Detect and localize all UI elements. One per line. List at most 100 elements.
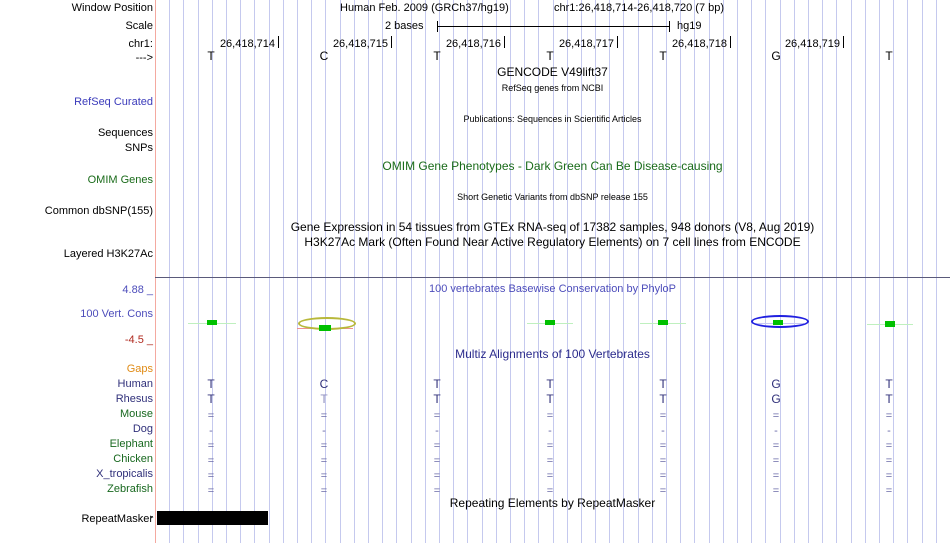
track-title-publications[interactable]: Publications: Sequences in Scientific Ar… xyxy=(463,114,642,124)
label-species-chicken[interactable]: Chicken xyxy=(113,453,153,465)
ruler-tick xyxy=(617,36,618,48)
label-species-elephant[interactable]: Elephant xyxy=(109,438,153,450)
track-title-gtex[interactable]: Gene Expression in 54 tissues from GTEx … xyxy=(290,220,815,234)
track-title-phylop[interactable]: 100 vertebrates Basewise Conservation by… xyxy=(428,283,677,295)
label-cons-min: -4.5 _ xyxy=(124,334,153,346)
conservation-bar[interactable] xyxy=(207,320,217,325)
repeatmasker-strand-arrow-icon: ▸ xyxy=(150,514,154,521)
alignment-base-rhesus: T xyxy=(207,392,215,406)
ruler-coordinate-label: 26,418,718 xyxy=(671,38,727,50)
alignment-gap-mark: - xyxy=(661,425,665,437)
alignment-gap-mark: = xyxy=(659,470,667,482)
alignment-base-rhesus: G xyxy=(771,392,781,406)
alignment-gap-mark: = xyxy=(659,440,667,452)
alignment-gap-mark: = xyxy=(546,410,554,422)
alignment-gap-mark: = xyxy=(659,410,667,422)
reference-base: T xyxy=(433,49,441,63)
alignment-gap-mark: = xyxy=(546,440,554,452)
window-left-edge-marker xyxy=(155,0,156,543)
alignment-gap-mark: = xyxy=(207,470,215,482)
alignment-base-rhesus: T xyxy=(546,392,554,406)
label-refseq-curated[interactable]: RefSeq Curated xyxy=(74,96,153,108)
alignment-gap-mark: - xyxy=(209,425,213,437)
alignment-gap-mark: = xyxy=(207,410,215,422)
conservation-bar[interactable] xyxy=(658,320,668,325)
alignment-gap-mark: = xyxy=(885,470,893,482)
alignment-base-human: T xyxy=(546,377,554,391)
alignment-gap-mark: = xyxy=(659,455,667,467)
alignment-base-rhesus: T xyxy=(433,392,441,406)
alignment-gap-mark: = xyxy=(659,485,667,497)
assembly-title: Human Feb. 2009 (GRCh37/hg19) xyxy=(340,2,509,14)
label-species-x-tropicalis[interactable]: X_tropicalis xyxy=(96,468,153,480)
track-title-h3k27ac[interactable]: H3K27Ac Mark (Often Found Near Active Re… xyxy=(304,235,801,249)
track-title-dbsnp[interactable]: Short Genetic Variants from dbSNP releas… xyxy=(457,192,648,202)
track-title-omim[interactable]: OMIM Gene Phenotypes - Dark Green Can Be… xyxy=(382,159,723,173)
conservation-bar[interactable] xyxy=(319,325,331,331)
alignment-gap-mark: = xyxy=(885,455,893,467)
label-common-dbsnp[interactable]: Common dbSNP(155) xyxy=(44,205,153,217)
alignment-gap-mark: = xyxy=(772,455,780,467)
label-species-gaps[interactable]: Gaps xyxy=(126,363,153,375)
ruler-coordinate-label: 26,418,717 xyxy=(558,38,614,50)
alignment-gap-mark: = xyxy=(772,485,780,497)
label-species-mouse[interactable]: Mouse xyxy=(119,408,153,420)
label-strand-arrow: ---> xyxy=(135,52,153,64)
label-omim-genes[interactable]: OMIM Genes xyxy=(87,174,153,186)
alignment-gap-mark: = xyxy=(885,440,893,452)
ruler-coordinate-label: 26,418,719 xyxy=(784,38,840,50)
reference-base: T xyxy=(207,49,215,63)
conservation-track-top-border xyxy=(155,277,950,278)
label-sequences[interactable]: Sequences xyxy=(97,127,153,139)
label-species-dog[interactable]: Dog xyxy=(132,423,153,435)
alignment-base-human: T xyxy=(659,377,667,391)
conservation-highlight-ellipse xyxy=(751,315,809,328)
alignment-base-human: T xyxy=(207,377,215,391)
alignment-base-human: C xyxy=(319,377,329,391)
alignment-gap-mark: = xyxy=(320,440,328,452)
label-layered-h3k27ac[interactable]: Layered H3K27Ac xyxy=(63,248,153,260)
label-window-position[interactable]: Window Position xyxy=(71,2,153,14)
label-species-rhesus[interactable]: Rhesus xyxy=(115,393,153,405)
label-scale[interactable]: Scale xyxy=(125,20,153,32)
alignment-gap-mark: = xyxy=(433,455,441,467)
alignment-base-rhesus: T xyxy=(659,392,667,406)
reference-base: T xyxy=(546,49,554,63)
conservation-bar[interactable] xyxy=(545,320,555,325)
alignment-gap-mark: = xyxy=(433,470,441,482)
scale-bar-left-cap xyxy=(437,21,438,32)
reference-base: C xyxy=(319,49,329,63)
track-title-refseq-ncbi[interactable]: RefSeq genes from NCBI xyxy=(501,83,604,93)
alignment-gap-mark: = xyxy=(320,410,328,422)
alignment-gap-mark: = xyxy=(207,440,215,452)
conservation-bar[interactable] xyxy=(885,321,895,327)
alignment-gap-mark: = xyxy=(433,485,441,497)
track-title-repeatmasker[interactable]: Repeating Elements by RepeatMasker xyxy=(449,496,656,510)
alignment-gap-mark: - xyxy=(322,425,326,437)
track-title-gencode[interactable]: GENCODE V49lift37 xyxy=(497,65,608,79)
label-snps[interactable]: SNPs xyxy=(124,142,153,154)
track-label-column: Window Position Scale chr1: ---> RefSeq … xyxy=(0,0,155,543)
alignment-gap-mark: = xyxy=(546,470,554,482)
alignment-gap-mark: = xyxy=(433,410,441,422)
ruler-tick xyxy=(504,36,505,48)
label-repeatmasker[interactable]: RepeatMasker xyxy=(81,513,153,525)
position-readout[interactable]: chr1:26,418,714-26,418,720 (7 bp) xyxy=(554,2,725,14)
alignment-gap-mark: = xyxy=(433,440,441,452)
repeatmasker-feature-block[interactable] xyxy=(157,511,268,525)
alignment-gap-mark: - xyxy=(774,425,778,437)
alignment-gap-mark: = xyxy=(207,485,215,497)
label-species-human[interactable]: Human xyxy=(117,378,153,390)
conservation-bar[interactable] xyxy=(773,320,783,325)
alignment-base-human: T xyxy=(433,377,441,391)
label-species-zebrafish[interactable]: Zebrafish xyxy=(107,483,153,495)
ruler-tick xyxy=(843,36,844,48)
label-cons-name[interactable]: 100 Vert. Cons xyxy=(80,308,153,320)
conservation-wiggle-plot[interactable] xyxy=(155,278,950,343)
alignment-gap-mark: = xyxy=(772,470,780,482)
ruler-tick xyxy=(730,36,731,48)
alignment-gap-mark: = xyxy=(320,470,328,482)
track-title-multiz[interactable]: Multiz Alignments of 100 Vertebrates xyxy=(455,347,650,361)
alignment-base-rhesus: T xyxy=(885,392,893,406)
label-chrom: chr1: xyxy=(128,38,153,50)
